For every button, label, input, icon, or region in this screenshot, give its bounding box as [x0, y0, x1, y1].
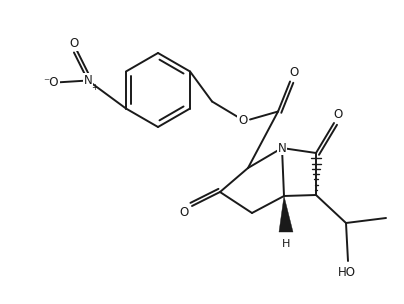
- Text: +: +: [92, 83, 99, 92]
- Text: HO: HO: [338, 267, 356, 279]
- Text: N: N: [84, 74, 93, 87]
- Text: O: O: [289, 66, 299, 79]
- Text: H: H: [282, 239, 290, 249]
- Polygon shape: [279, 196, 293, 232]
- Text: N: N: [278, 141, 286, 154]
- Text: O: O: [333, 108, 343, 120]
- Text: ⁻O: ⁻O: [43, 76, 59, 89]
- Text: O: O: [179, 206, 189, 219]
- Text: O: O: [238, 114, 248, 127]
- Text: O: O: [69, 37, 79, 50]
